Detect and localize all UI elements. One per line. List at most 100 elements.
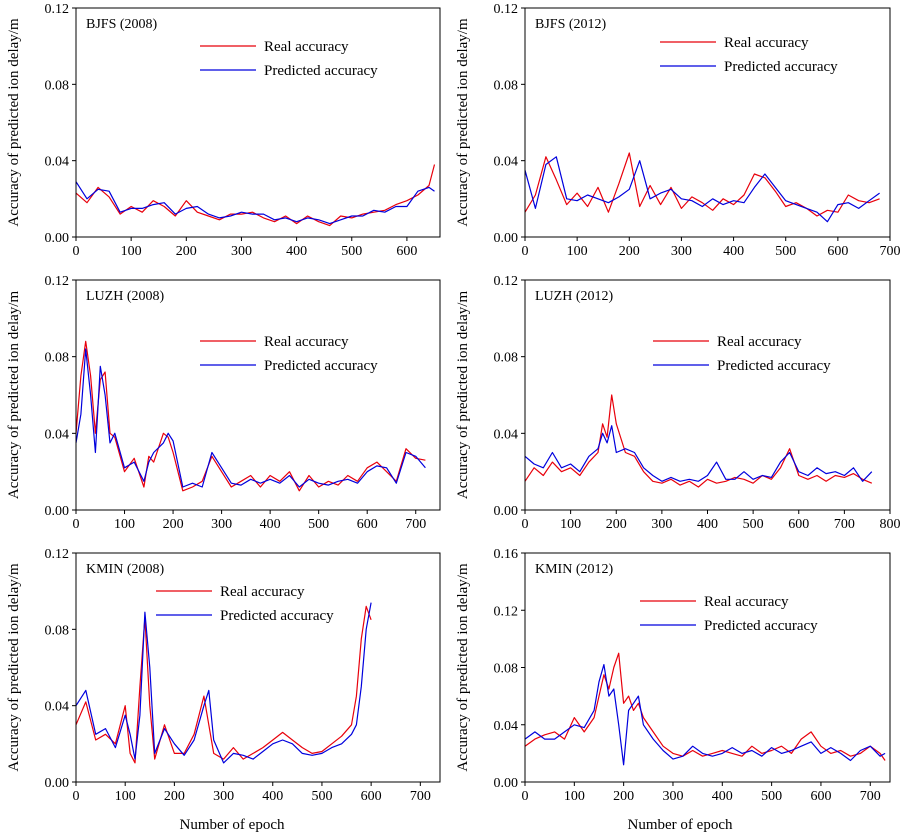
x-tick-label: 300 [213, 789, 234, 804]
legend-label-predicted: Predicted accuracy [264, 358, 378, 374]
legend-label-predicted: Predicted accuracy [264, 63, 378, 79]
series-line-real [75, 605, 372, 764]
legend: Real accuracy Predicted accuracy [156, 584, 334, 624]
panel-title: BJFS (2012) [535, 17, 607, 32]
panel-luzh-2012: 0 100 200 300 400 500 600 700 800 0.00 0.04 0.08 0.1… [455, 274, 900, 532]
series-line-predicted [75, 348, 426, 488]
y-tick-label: 0.08 [45, 78, 70, 93]
legend-label-real: Real accuracy [220, 584, 305, 600]
x-tick-label: 100 [567, 244, 588, 259]
y-tick-label: 0.08 [494, 78, 519, 93]
panel-bjfs-2008: 0 100 200 300 400 500 600 0.00 0.04 0.08 0.12 Accur… [6, 2, 441, 259]
y-tick-label: 0.04 [494, 427, 519, 442]
x-tick-label: 700 [834, 517, 855, 532]
x-tick-label: 100 [560, 517, 581, 532]
x-tick-label: 500 [775, 244, 796, 259]
x-tick-label: 800 [880, 517, 900, 532]
plot-frame [75, 279, 441, 511]
panel-kmin-2012: 0 100 200 300 400 500 600 700 0.00 0.04 0.08 0.12 0.… [455, 547, 891, 804]
x-tick-label: 300 [211, 517, 232, 532]
x-tick-label: 200 [163, 517, 184, 532]
y-tick-label: 0.00 [494, 231, 519, 246]
legend: Real accuracy Predicted accuracy [660, 35, 838, 75]
x-tick-label: 300 [651, 517, 672, 532]
x-tick-label: 700 [860, 789, 881, 804]
x-tick-label: 400 [712, 789, 733, 804]
x-tick-label: 0 [522, 244, 529, 259]
y-tick-label: 0.04 [45, 427, 70, 442]
x-tick-label: 0 [522, 517, 529, 532]
x-tick-label: 200 [176, 244, 197, 259]
legend: Real accuracy Predicted accuracy [640, 594, 818, 634]
panel-title: BJFS (2008) [86, 17, 158, 32]
x-tick-label: 200 [613, 789, 634, 804]
y-axis-label: Accuracy of predicted ion delay/m [6, 563, 22, 772]
panel-bjfs-2012: 0 100 200 300 400 500 600 700 0.00 0.04 0.08 0.12 Ac… [455, 2, 900, 259]
panels: 0 100 200 300 400 500 600 0.00 0.04 0.08 0.12 Accur… [6, 2, 900, 804]
y-tick-label: 0.12 [45, 2, 70, 17]
x-tick-label: 500 [341, 244, 362, 259]
legend-label-real: Real accuracy [717, 334, 802, 350]
legend-label-predicted: Predicted accuracy [724, 59, 838, 75]
y-axis-label: Accuracy of predicted ion delay/m [455, 18, 471, 227]
series-line-predicted [524, 425, 873, 482]
panel-title: LUZH (2008) [86, 289, 164, 304]
x-tick-label: 100 [114, 517, 135, 532]
x-tick-label: 200 [164, 789, 185, 804]
y-tick-label: 0.12 [494, 604, 519, 619]
x-tick-label: 600 [810, 789, 831, 804]
y-tick-label: 0.04 [494, 155, 519, 170]
y-axis-label: Accuracy of predicted ion delay/m [6, 291, 22, 500]
x-tick-label: 100 [121, 244, 142, 259]
x-tick-label: 700 [405, 517, 426, 532]
series-line-real [75, 164, 436, 227]
x-tick-label: 400 [260, 517, 281, 532]
x-tick-label: 500 [311, 789, 332, 804]
x-tick-label: 700 [880, 244, 900, 259]
y-axis-label: Accuracy of predicted ion delay/m [6, 18, 22, 227]
plot-frame [75, 7, 441, 238]
x-tick-label: 0 [73, 244, 80, 259]
panel-kmin-2008: 0 100 200 300 400 500 600 700 0.00 0.04 0.08 0.12 Ac… [6, 547, 441, 804]
y-tick-label: 0.16 [494, 547, 519, 562]
y-tick-label: 0.12 [494, 2, 519, 17]
x-tick-label: 500 [308, 517, 329, 532]
x-tick-label: 400 [723, 244, 744, 259]
x-axis-label: Number of epoch [180, 817, 285, 833]
y-tick-label: 0.00 [45, 231, 70, 246]
y-tick-label: 0.00 [45, 776, 70, 791]
y-axis-label: Accuracy of predicted ion delay/m [455, 563, 471, 772]
y-tick-label: 0.00 [494, 504, 519, 519]
x-tick-label: 400 [262, 789, 283, 804]
x-tick-label: 0 [73, 789, 80, 804]
series-line-predicted [524, 156, 880, 223]
panel-title: KMIN (2008) [86, 562, 164, 577]
y-tick-label: 0.00 [494, 776, 519, 791]
y-tick-label: 0.04 [45, 155, 70, 170]
legend-label-predicted: Predicted accuracy [717, 358, 831, 374]
x-tick-label: 400 [697, 517, 718, 532]
legend-label-real: Real accuracy [724, 35, 809, 51]
y-axis-label: Accuracy of predicted ion delay/m [455, 291, 471, 500]
x-tick-label: 0 [522, 789, 529, 804]
y-tick-label: 0.12 [494, 274, 519, 289]
y-tick-label: 0.12 [45, 547, 70, 562]
x-tick-label: 300 [231, 244, 252, 259]
panel-title: LUZH (2012) [535, 289, 613, 304]
panel-title: KMIN (2012) [535, 562, 613, 577]
y-tick-label: 0.08 [45, 623, 70, 638]
x-tick-label: 600 [396, 244, 417, 259]
x-tick-label: 600 [788, 517, 809, 532]
series-line-real [524, 152, 880, 217]
plot-frame [524, 7, 891, 238]
x-tick-label: 600 [357, 517, 378, 532]
plot-frame [75, 552, 441, 783]
legend-label-real: Real accuracy [264, 334, 349, 350]
x-tick-label: 600 [361, 789, 382, 804]
y-tick-label: 0.04 [45, 700, 70, 715]
series-line-predicted [75, 181, 435, 225]
series-line-real [524, 652, 886, 761]
legend-label-predicted: Predicted accuracy [704, 618, 818, 634]
panel-luzh-2008: 0 100 200 300 400 500 600 700 0.00 0.04 0.08 0.12 Ac… [6, 274, 441, 532]
